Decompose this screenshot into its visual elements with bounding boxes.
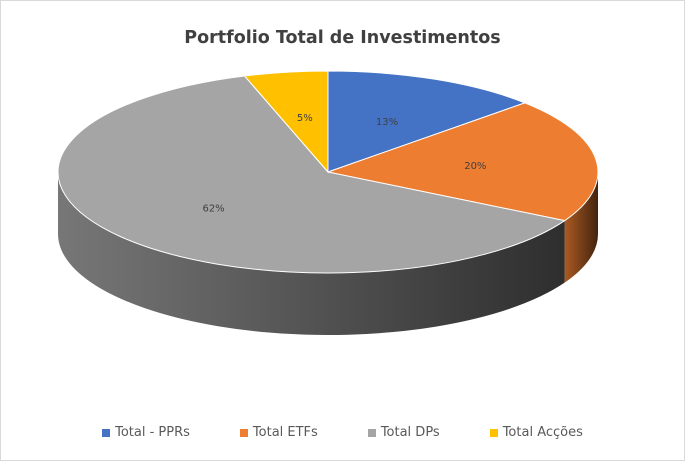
legend-label-acoes: Total Acções [502, 425, 583, 440]
legend-label-dp: Total DPs [380, 425, 440, 440]
legend-item-ppr: Total - PPRs [102, 425, 190, 440]
legend-swatch-acoes [489, 428, 498, 437]
pie-side-walls [58, 172, 598, 335]
pie-slice-dp [57, 75, 566, 274]
legend-item-etf: Total ETFs [239, 425, 318, 440]
data-label-etf: 20% [464, 161, 486, 172]
legend-label-etf: Total ETFs [252, 425, 318, 440]
pie-side-etf [564, 172, 598, 283]
pie-slice-acoes [243, 70, 329, 174]
legend-swatch-ppr [102, 428, 111, 437]
legend-item-acoes: Total Acções [489, 425, 583, 440]
pie-side-dp [58, 172, 565, 335]
pie-slice-ppr [327, 70, 527, 173]
data-label-ppr: 13% [376, 117, 398, 128]
pie-top [57, 70, 599, 274]
legend-swatch-etf [239, 428, 248, 437]
legend-swatch-dp [367, 428, 376, 437]
chart-title: Portfolio Total de Investimentos [184, 28, 501, 48]
data-label-acoes: 5% [297, 113, 313, 124]
data-label-dp: 62% [202, 203, 224, 214]
legend-item-dp: Total DPs [367, 425, 440, 440]
legend: Total - PPRs Total ETFs Total DPs Total … [0, 425, 685, 440]
legend-label-ppr: Total - PPRs [115, 425, 190, 440]
pie-slice-etf [326, 102, 599, 222]
